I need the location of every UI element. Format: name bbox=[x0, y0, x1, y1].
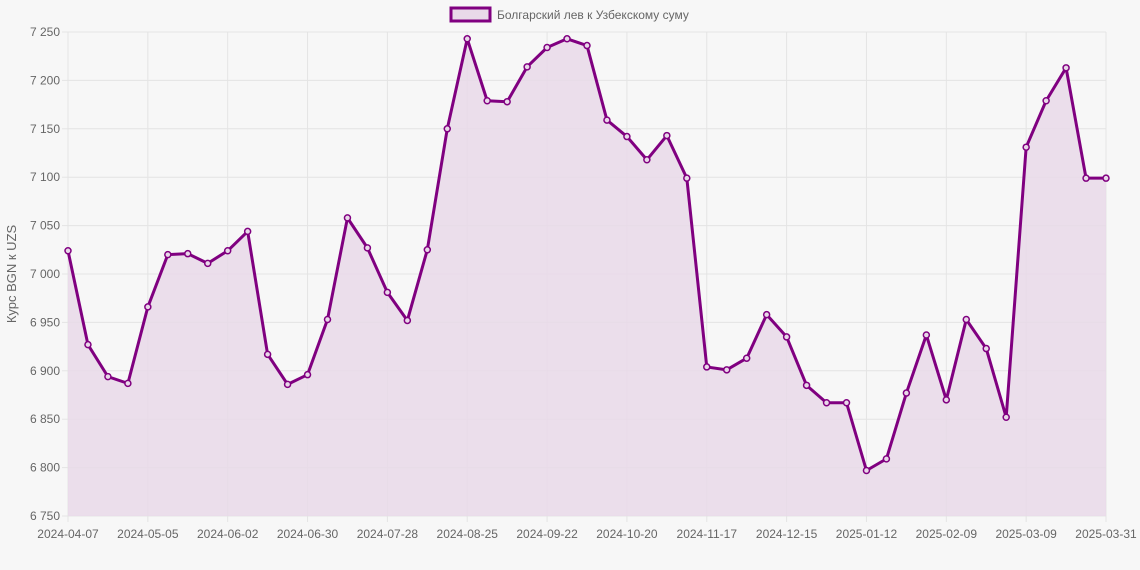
data-point bbox=[782, 333, 791, 341]
x-axis-ticks: 2024-04-07 2024-05-05 2024-06-02 2024-06-30… bbox=[37, 527, 1137, 541]
data-point bbox=[443, 125, 452, 133]
data-point bbox=[403, 316, 412, 325]
x-tick-label: 2024-06-30 bbox=[277, 527, 339, 541]
x-tick-label: 2024-10-20 bbox=[596, 527, 658, 541]
x-tick-label: 2025-02-09 bbox=[916, 527, 978, 541]
data-point bbox=[363, 244, 372, 252]
x-tick-label: 2025-03-09 bbox=[995, 527, 1057, 541]
x-tick-label: 2025-03-31 bbox=[1075, 527, 1137, 541]
data-point bbox=[1062, 64, 1070, 72]
data-point bbox=[124, 379, 132, 388]
y-tick-label: 6 950 bbox=[30, 315, 60, 329]
data-point bbox=[1002, 413, 1010, 422]
data-point bbox=[383, 288, 392, 297]
y-axis-title: Курс BGN к UZS bbox=[4, 225, 19, 324]
y-tick-label: 7 050 bbox=[30, 219, 60, 233]
y-tick-label: 6 800 bbox=[30, 461, 60, 475]
data-point bbox=[643, 156, 651, 164]
data-points bbox=[64, 35, 1110, 475]
data-point bbox=[283, 380, 292, 389]
y-axis-ticks: 6 750 6 800 6 850 6 900 6 950 7 000 7 050 7 100… bbox=[30, 25, 60, 523]
legend-swatch[interactable] bbox=[449, 6, 492, 23]
data-point bbox=[962, 315, 971, 324]
x-tick-label: 2024-09-22 bbox=[516, 527, 578, 541]
data-point bbox=[822, 398, 831, 407]
y-tick-label: 7 000 bbox=[30, 267, 60, 281]
data-point bbox=[603, 116, 611, 124]
x-tick-label: 2025-01-12 bbox=[836, 527, 898, 541]
data-point bbox=[742, 354, 751, 362]
data-point bbox=[323, 315, 332, 324]
data-point bbox=[263, 350, 272, 359]
y-tick-label: 7 150 bbox=[30, 122, 60, 136]
data-point bbox=[463, 35, 471, 43]
data-point bbox=[203, 259, 212, 268]
x-tick-label: 2024-08-25 bbox=[437, 527, 499, 541]
data-point bbox=[802, 381, 811, 390]
data-point bbox=[243, 227, 252, 236]
data-point bbox=[503, 97, 511, 106]
y-tick-label: 7 250 bbox=[30, 25, 60, 39]
series-area bbox=[68, 38, 1106, 516]
data-point bbox=[184, 249, 192, 258]
data-point bbox=[623, 132, 631, 141]
data-point bbox=[303, 370, 312, 379]
y-tick-label: 7 100 bbox=[30, 170, 60, 184]
data-point bbox=[1102, 174, 1110, 182]
data-point bbox=[842, 398, 851, 407]
data-point bbox=[583, 41, 591, 50]
data-point bbox=[563, 35, 571, 43]
x-tick-label: 2024-05-05 bbox=[117, 527, 179, 541]
data-point bbox=[164, 250, 172, 259]
data-point bbox=[423, 246, 432, 254]
data-point bbox=[1042, 96, 1050, 105]
x-tick-label: 2024-07-28 bbox=[357, 527, 419, 541]
x-tick-label: 2024-11-17 bbox=[677, 527, 738, 541]
legend[interactable]: Болгарский лев к Узбекскому суму bbox=[449, 6, 689, 23]
data-point bbox=[703, 363, 711, 371]
x-tick-label: 2024-04-07 bbox=[37, 527, 99, 541]
data-point bbox=[683, 174, 691, 182]
data-point bbox=[942, 396, 951, 404]
data-point bbox=[663, 131, 671, 140]
data-point bbox=[1082, 174, 1090, 182]
data-point bbox=[1022, 143, 1030, 151]
data-point bbox=[64, 247, 72, 255]
data-point bbox=[144, 303, 152, 311]
data-point bbox=[523, 63, 531, 71]
data-point bbox=[722, 366, 731, 374]
data-point bbox=[104, 372, 112, 381]
legend-label: Болгарский лев к Узбекскому суму bbox=[497, 8, 689, 22]
data-point bbox=[343, 214, 352, 222]
y-tick-label: 6 750 bbox=[30, 509, 60, 523]
data-point bbox=[543, 43, 551, 52]
area-fill bbox=[66, 37, 1106, 516]
x-tick-label: 2024-06-02 bbox=[197, 527, 259, 541]
data-point bbox=[223, 247, 232, 255]
data-point bbox=[862, 466, 871, 475]
data-point bbox=[84, 340, 92, 349]
y-tick-label: 6 900 bbox=[30, 364, 60, 378]
x-tick-label: 2024-12-15 bbox=[756, 527, 818, 541]
data-point bbox=[902, 389, 911, 397]
y-tick-label: 7 200 bbox=[30, 73, 60, 87]
data-point bbox=[882, 455, 891, 463]
data-point bbox=[922, 331, 931, 339]
data-point bbox=[982, 344, 990, 353]
data-point bbox=[483, 96, 491, 105]
data-point bbox=[762, 310, 771, 319]
y-tick-label: 6 850 bbox=[30, 412, 60, 426]
